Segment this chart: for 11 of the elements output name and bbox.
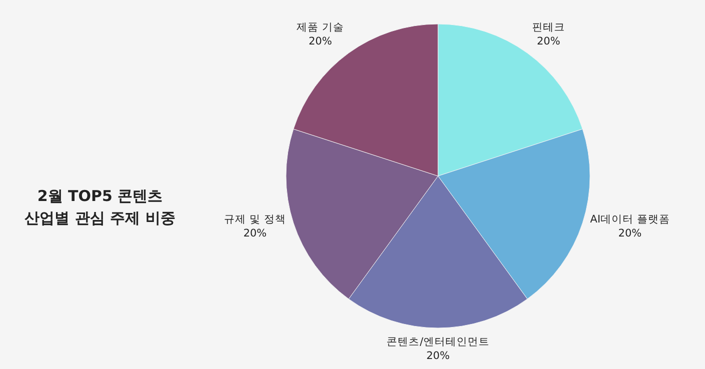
text: 2월 TOP5 콘텐츠 산업별 관심 주제 비중 xyxy=(24,187,176,227)
data-label: 20% xyxy=(426,350,450,362)
data-label: 20% xyxy=(536,36,560,48)
slice-label: 핀테크 xyxy=(532,22,566,34)
slice-label: 규제 및 정책 xyxy=(224,213,286,226)
slice-label: 제품 기술 xyxy=(296,22,344,34)
slice-label: AI데이터 플랫폼 xyxy=(590,213,670,226)
slice-label: 콘텐츠/엔터테인먼트 xyxy=(386,336,490,348)
data-label: 20% xyxy=(308,36,332,48)
data-label: 20% xyxy=(243,227,267,240)
data-label: 20% xyxy=(618,227,642,240)
